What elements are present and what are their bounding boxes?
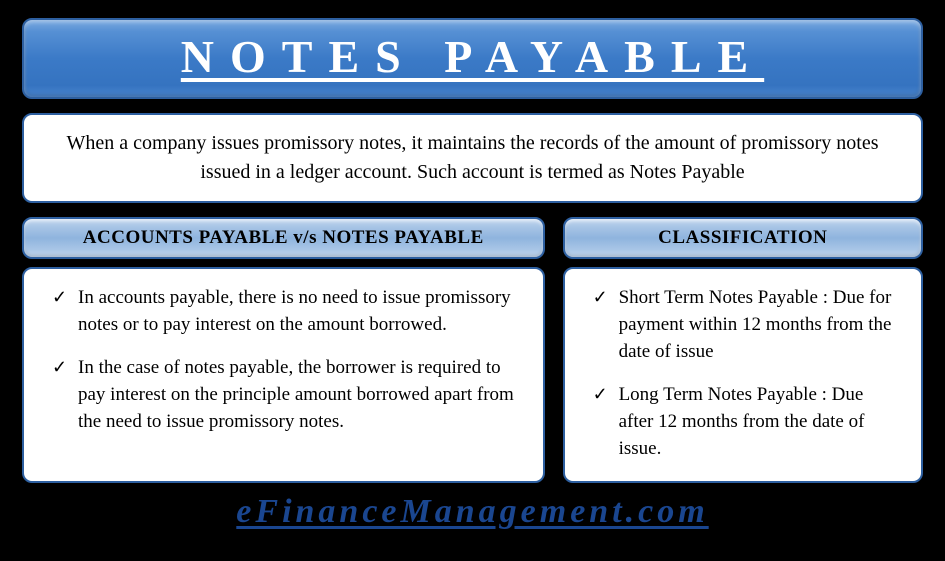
list-item: Long Term Notes Payable : Due after 12 m…: [593, 382, 899, 463]
title-banner: NOTES PAYABLE: [22, 18, 923, 99]
right-list: Short Term Notes Payable : Due for payme…: [593, 285, 899, 463]
left-section-header: ACCOUNTS PAYABLE v/s NOTES PAYABLE: [22, 217, 545, 259]
left-list: In accounts payable, there is no need to…: [52, 285, 521, 436]
right-content-box: Short Term Notes Payable : Due for payme…: [563, 267, 923, 483]
right-column: CLASSIFICATION Short Term Notes Payable …: [563, 217, 923, 483]
list-item: Short Term Notes Payable : Due for payme…: [593, 285, 899, 366]
definition-box: When a company issues promissory notes, …: [22, 113, 923, 203]
definition-text: When a company issues promissory notes, …: [66, 132, 878, 183]
page-title: NOTES PAYABLE: [24, 30, 921, 83]
list-item: In accounts payable, there is no need to…: [52, 285, 521, 339]
list-item: In the case of notes payable, the borrow…: [52, 355, 521, 436]
left-content-box: In accounts payable, there is no need to…: [22, 267, 545, 483]
footer-branding: eFinanceManagement.com: [22, 493, 923, 531]
columns-container: ACCOUNTS PAYABLE v/s NOTES PAYABLE In ac…: [22, 217, 923, 483]
right-section-header: CLASSIFICATION: [563, 217, 923, 259]
left-column: ACCOUNTS PAYABLE v/s NOTES PAYABLE In ac…: [22, 217, 545, 483]
